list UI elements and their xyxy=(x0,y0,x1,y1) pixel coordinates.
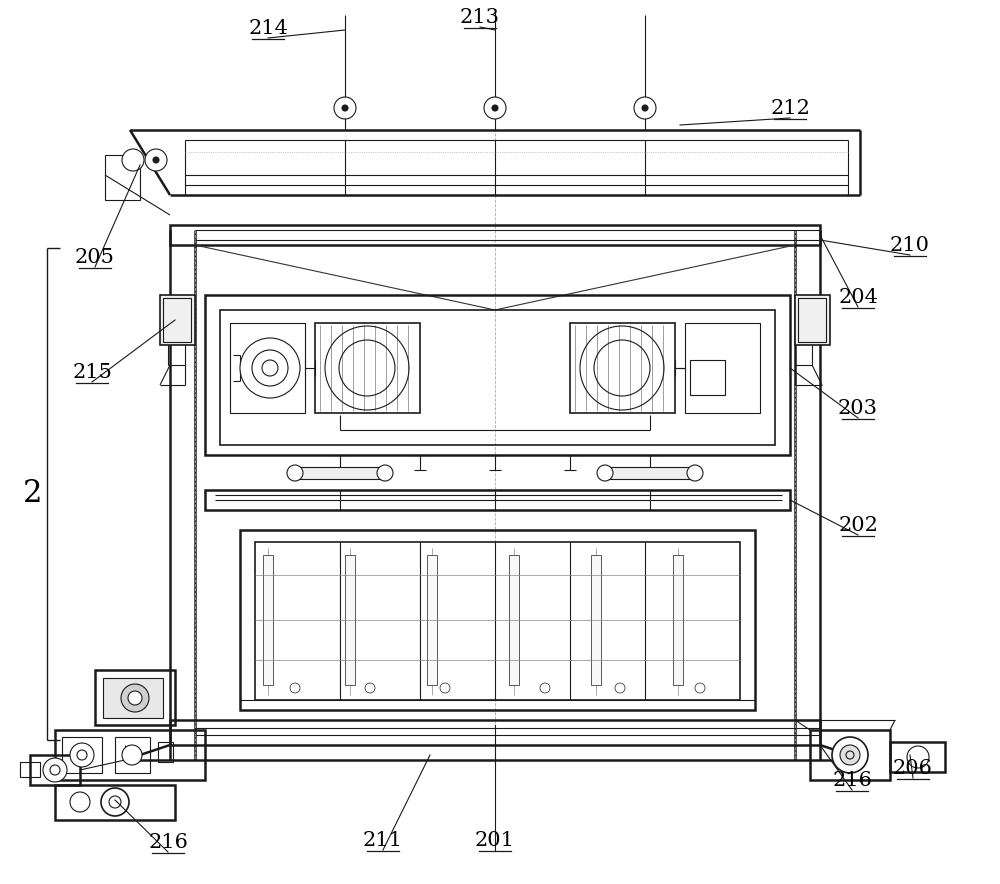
Bar xyxy=(95,670,175,725)
Circle shape xyxy=(101,788,129,816)
Circle shape xyxy=(695,683,705,693)
Circle shape xyxy=(290,683,300,693)
Bar xyxy=(220,310,775,445)
Bar xyxy=(170,225,820,245)
Bar xyxy=(255,542,740,700)
Text: 202: 202 xyxy=(838,516,878,535)
Bar xyxy=(263,555,273,685)
Text: 2: 2 xyxy=(23,478,43,509)
Circle shape xyxy=(907,746,929,768)
Text: 204: 204 xyxy=(838,288,878,307)
Bar xyxy=(690,360,725,395)
Bar xyxy=(30,755,80,785)
Circle shape xyxy=(687,465,703,481)
Circle shape xyxy=(642,105,648,111)
Bar xyxy=(103,678,163,718)
Bar xyxy=(591,555,601,685)
Circle shape xyxy=(377,465,393,481)
Bar xyxy=(345,555,355,685)
Bar xyxy=(163,298,191,342)
Bar xyxy=(890,742,945,772)
Bar xyxy=(115,737,150,773)
Circle shape xyxy=(634,97,656,119)
Bar xyxy=(240,530,755,710)
Bar xyxy=(160,295,195,345)
Bar xyxy=(230,323,305,413)
Circle shape xyxy=(70,743,94,767)
Text: 215: 215 xyxy=(72,363,112,382)
Text: 205: 205 xyxy=(75,248,115,267)
Circle shape xyxy=(128,691,142,705)
Circle shape xyxy=(122,149,144,171)
Bar xyxy=(205,490,790,510)
Circle shape xyxy=(122,745,142,765)
Bar xyxy=(810,730,890,780)
Bar xyxy=(55,730,205,780)
Bar xyxy=(62,737,102,773)
Bar xyxy=(55,785,175,820)
Circle shape xyxy=(832,737,868,773)
Circle shape xyxy=(121,684,149,712)
Bar xyxy=(158,742,173,762)
Circle shape xyxy=(145,149,167,171)
Bar xyxy=(798,298,826,342)
Circle shape xyxy=(440,683,450,693)
Circle shape xyxy=(597,465,613,481)
Bar xyxy=(795,295,830,345)
Text: 203: 203 xyxy=(838,399,878,418)
Bar xyxy=(673,555,683,685)
Text: 212: 212 xyxy=(770,99,810,118)
Text: 213: 213 xyxy=(460,8,500,27)
Circle shape xyxy=(540,683,550,693)
Bar xyxy=(295,467,385,479)
Text: 216: 216 xyxy=(832,771,872,790)
Bar xyxy=(427,555,437,685)
Bar xyxy=(509,555,519,685)
Circle shape xyxy=(153,157,159,163)
Bar xyxy=(570,323,675,413)
Text: 214: 214 xyxy=(248,19,288,38)
Bar xyxy=(105,155,140,200)
Bar xyxy=(605,467,695,479)
Text: 216: 216 xyxy=(148,833,188,852)
Circle shape xyxy=(70,792,90,812)
Circle shape xyxy=(287,465,303,481)
Bar xyxy=(315,323,420,413)
Bar xyxy=(20,762,40,777)
Bar xyxy=(685,323,760,413)
Text: 206: 206 xyxy=(893,759,933,778)
Circle shape xyxy=(840,745,860,765)
Circle shape xyxy=(615,683,625,693)
Circle shape xyxy=(240,338,300,398)
Circle shape xyxy=(334,97,356,119)
Circle shape xyxy=(484,97,506,119)
Bar xyxy=(170,720,820,745)
Circle shape xyxy=(43,758,67,782)
Circle shape xyxy=(492,105,498,111)
Text: 210: 210 xyxy=(890,236,930,255)
Text: 201: 201 xyxy=(475,831,515,850)
Circle shape xyxy=(365,683,375,693)
Circle shape xyxy=(342,105,348,111)
Bar xyxy=(205,295,790,455)
Text: 211: 211 xyxy=(363,831,403,850)
